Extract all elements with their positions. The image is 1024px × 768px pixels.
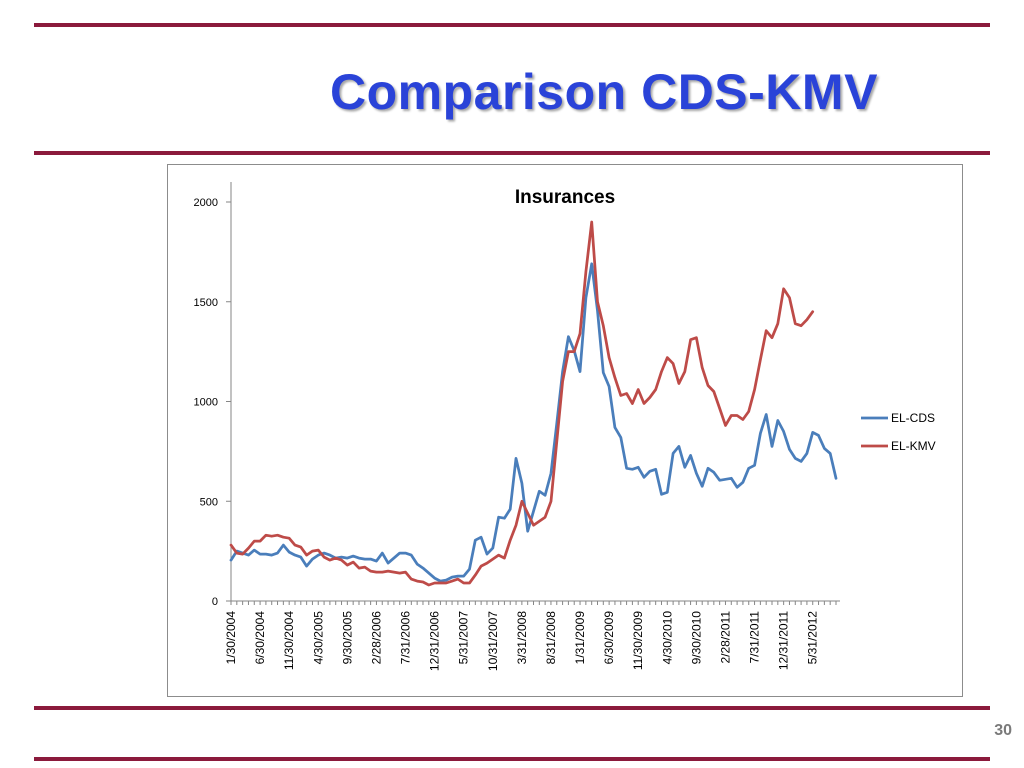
x-tick-label: 6/30/2004 xyxy=(253,611,267,665)
x-tick-label: 11/30/2004 xyxy=(282,611,296,670)
x-tick-label: 4/30/2010 xyxy=(660,611,674,665)
x-tick-label: 4/30/2005 xyxy=(311,611,325,665)
y-tick-label: 500 xyxy=(200,496,218,508)
y-tick-label: 1000 xyxy=(194,397,218,409)
bottom-rule xyxy=(34,706,990,710)
x-tick-label: 7/31/2006 xyxy=(399,611,413,665)
x-tick-label: 8/31/2008 xyxy=(544,611,558,665)
x-axis: 1/30/2004 6/30/2004 11/30/2004 4/30/2005 9/3… xyxy=(224,600,840,671)
x-tick-label: 1/30/2004 xyxy=(224,611,238,665)
chart-frame: 0 500 1000 1500 2000 1/30/2004 6/30/2004 11/30… xyxy=(167,164,963,697)
top-rule xyxy=(34,23,990,27)
x-tick-label: 5/31/2007 xyxy=(457,611,471,665)
series-lines xyxy=(229,220,838,587)
x-tick-label: 2/28/2006 xyxy=(369,611,383,665)
x-tick-label: 1/31/2009 xyxy=(573,611,587,665)
chart-title: Insurances xyxy=(515,187,615,208)
legend-label-el-cds: EL-CDS xyxy=(891,411,935,425)
y-tick-label: 1500 xyxy=(194,297,218,309)
y-tick-label: 2000 xyxy=(194,197,218,209)
x-tick-label: 6/30/2009 xyxy=(602,611,616,665)
x-tick-label: 2/28/2011 xyxy=(718,611,732,664)
title-underline-rule xyxy=(34,151,990,155)
x-tick-label: 12/31/2011 xyxy=(777,611,791,670)
series-line-el-cds xyxy=(229,262,838,583)
x-tick-label: 7/31/2011 xyxy=(748,611,762,664)
x-tick-label: 3/31/2008 xyxy=(515,611,529,665)
slide-title: Comparison CDS-KMV xyxy=(330,64,878,120)
x-tick-label: 10/31/2007 xyxy=(486,611,500,671)
x-tick-label: 12/31/2006 xyxy=(428,611,442,671)
legend-label-el-kmv: EL-KMV xyxy=(891,439,936,453)
y-tick-label: 0 xyxy=(212,596,218,608)
series-line-el-kmv xyxy=(229,220,815,587)
x-tick-label: 11/30/2009 xyxy=(631,611,645,670)
page-number: 30 xyxy=(994,722,1012,739)
x-tick-label: 9/30/2005 xyxy=(340,611,354,665)
x-tick-label: 9/30/2010 xyxy=(689,611,703,665)
legend: EL-CDS EL-KMV xyxy=(861,411,936,453)
footer-rule xyxy=(34,757,990,761)
y-axis: 0 500 1000 1500 2000 xyxy=(194,182,232,608)
x-tick-label: 5/31/2012 xyxy=(806,611,820,665)
line-chart: 0 500 1000 1500 2000 1/30/2004 6/30/2004 11/30… xyxy=(194,182,936,671)
